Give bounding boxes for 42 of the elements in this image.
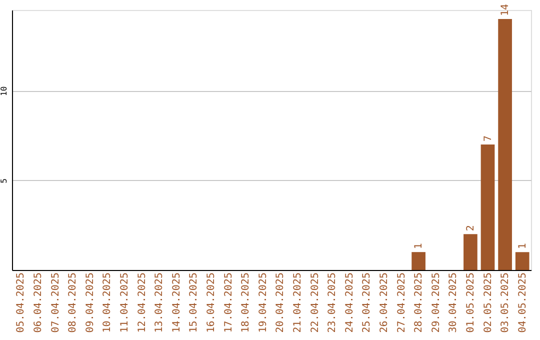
data-label: 1	[517, 243, 528, 250]
x-tick-label: 08.04.2025	[68, 272, 79, 333]
x-tick-label: 14.04.2025	[171, 272, 182, 333]
x-tick-label: 16.04.2025	[206, 272, 217, 333]
data-label: 14	[500, 4, 512, 16]
data-label: 7	[482, 135, 494, 142]
bar	[480, 144, 495, 270]
data-label: 1	[414, 243, 425, 250]
bar	[464, 234, 478, 270]
x-tick-label: 27.04.2025	[396, 272, 408, 333]
x-tick-label: 03.05.2025	[500, 272, 512, 333]
x-tick-label: 10.04.2025	[102, 272, 114, 333]
x-tick-label: 24.04.2025	[344, 272, 356, 333]
x-tick-label: 12.04.2025	[136, 272, 148, 333]
x-tick-label: 30.04.2025	[448, 272, 460, 333]
x-tick-label: 22.04.2025	[310, 272, 321, 333]
x-tick-label: 04.05.2025	[517, 272, 528, 333]
x-tick-label: 01.05.2025	[465, 272, 476, 333]
x-tick-label: 02.05.2025	[482, 272, 494, 333]
x-tick-label: 26.04.2025	[378, 272, 390, 333]
x-tick-label: 11.04.2025	[119, 272, 130, 333]
x-tick-label: 29.04.2025	[430, 272, 442, 333]
x-tick-label: 23.04.2025	[327, 272, 338, 333]
x-tick-label: 17.04.2025	[223, 272, 234, 333]
bar	[515, 252, 530, 270]
x-tick-label: 06.04.2025	[32, 272, 44, 333]
x-tick-label: 18.04.2025	[240, 272, 252, 333]
y-tick-label: 10	[0, 86, 8, 96]
x-tick-label: 13.04.2025	[154, 272, 166, 333]
data-label: 2	[465, 225, 476, 232]
x-tick-label: 21.04.2025	[292, 272, 304, 333]
x-tick-label: 09.04.2025	[84, 272, 96, 333]
x-tick-label: 19.04.2025	[258, 272, 269, 333]
x-tick-label: 07.04.2025	[50, 272, 62, 333]
x-tick-label: 20.04.2025	[275, 272, 286, 333]
y-tick-label: 5	[0, 178, 8, 184]
x-tick-label: 25.04.2025	[362, 272, 373, 333]
bar	[412, 252, 426, 270]
x-tick-label: 28.04.2025	[414, 272, 425, 333]
x-tick-label: 05.04.2025	[16, 272, 27, 333]
bar	[498, 18, 512, 270]
x-tick-label: 15.04.2025	[188, 272, 200, 333]
